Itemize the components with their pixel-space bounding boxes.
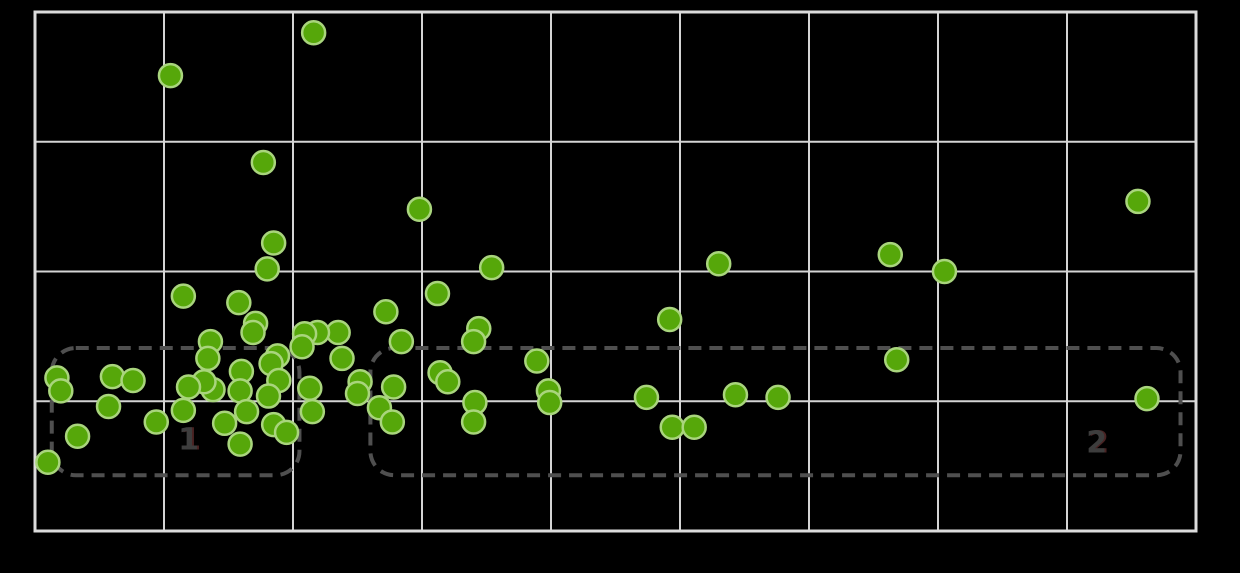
data-point xyxy=(227,431,253,457)
data-point xyxy=(120,367,146,394)
data-point xyxy=(157,62,184,89)
data-point xyxy=(233,398,260,425)
data-point xyxy=(227,378,253,404)
data-point xyxy=(379,409,406,435)
data-point xyxy=(226,289,252,316)
data-point xyxy=(659,414,686,440)
data-point xyxy=(705,250,732,277)
data-point xyxy=(460,409,487,435)
data-point xyxy=(300,20,327,46)
plot-border xyxy=(33,10,1198,533)
data-point xyxy=(656,306,683,333)
data-point xyxy=(195,345,221,372)
data-point xyxy=(289,334,315,360)
data-point xyxy=(883,346,910,373)
data-point xyxy=(175,374,202,400)
data-point xyxy=(95,393,122,420)
group-1-label: 1 xyxy=(178,423,199,458)
data-point xyxy=(524,348,550,374)
data-point xyxy=(260,230,287,256)
data-point xyxy=(877,241,904,268)
group-1-label-shadow: 1 xyxy=(180,423,201,458)
data-point xyxy=(765,384,791,411)
data-point xyxy=(329,345,355,372)
data-point xyxy=(211,410,238,437)
data-point xyxy=(64,423,91,450)
data-point xyxy=(170,397,197,424)
data-point xyxy=(254,256,280,282)
data-point xyxy=(48,378,74,404)
data-point xyxy=(406,196,433,222)
data-point xyxy=(273,419,300,446)
data-point xyxy=(536,389,563,416)
data-point xyxy=(681,414,707,440)
group-1-outline xyxy=(49,346,302,478)
group-2-label: 2 xyxy=(1086,425,1107,460)
data-point xyxy=(460,328,487,355)
data-point xyxy=(424,280,451,307)
data-point xyxy=(299,398,326,425)
data-point xyxy=(1134,385,1160,412)
data-point xyxy=(1125,188,1151,215)
data-point xyxy=(170,283,197,309)
data-point xyxy=(250,149,277,176)
data-point xyxy=(380,374,407,400)
data-point xyxy=(99,363,126,390)
data-point xyxy=(931,258,958,285)
data-point xyxy=(633,384,660,411)
data-point xyxy=(35,449,61,475)
data-point xyxy=(435,369,461,395)
data-point xyxy=(255,383,282,409)
data-point xyxy=(388,328,415,355)
data-point xyxy=(478,254,505,281)
data-point xyxy=(240,319,266,346)
group-2-label-shadow: 2 xyxy=(1088,425,1109,460)
data-point xyxy=(373,298,399,325)
data-point xyxy=(344,380,371,407)
data-point xyxy=(143,409,170,435)
data-point xyxy=(297,375,323,402)
data-point xyxy=(722,382,749,408)
